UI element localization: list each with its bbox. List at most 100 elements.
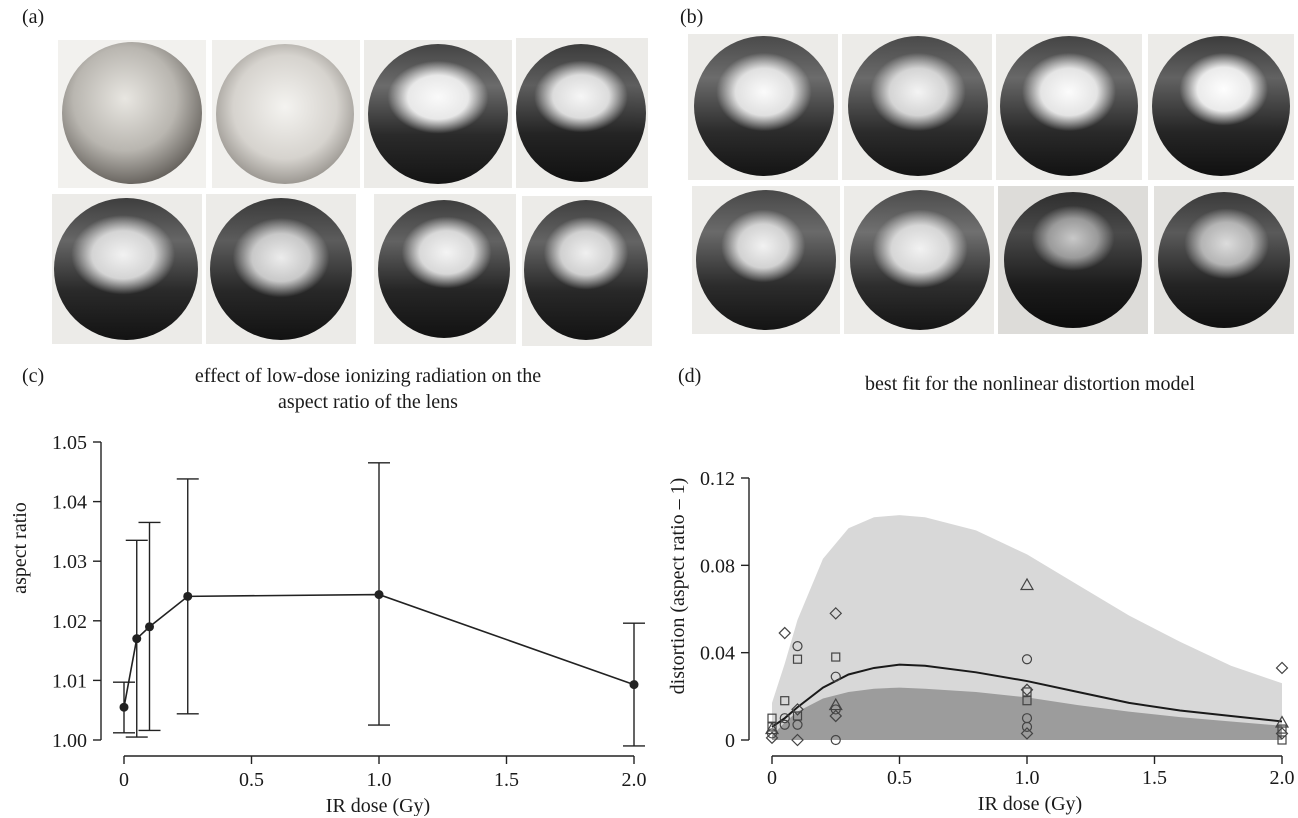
- lens-image: [696, 190, 836, 330]
- lens-photo: [522, 196, 652, 346]
- lens-image: [216, 44, 354, 184]
- lens-image: [1158, 192, 1290, 328]
- x-tick-label: 0: [767, 767, 777, 789]
- lens-image: [1004, 192, 1142, 328]
- diamond-point: [1275, 727, 1289, 740]
- square-point: [831, 652, 841, 662]
- x-tick-label: 2.0: [1270, 767, 1295, 789]
- y-tick-labels: 0 0.04 0.08 0.12: [700, 468, 735, 752]
- y-tick-label: 1.05: [52, 432, 87, 454]
- circle-point: [779, 719, 790, 730]
- y-tick-label: 1.03: [52, 551, 87, 573]
- lens-image: [378, 200, 510, 338]
- lens-photo: [52, 194, 202, 344]
- lens-image: [1152, 36, 1290, 176]
- y-tick-labels: 1.00 1.01 1.02 1.03 1.04 1.05: [52, 432, 87, 752]
- diamond-point: [1020, 727, 1034, 740]
- data-point: [132, 634, 142, 644]
- lens-image: [62, 42, 202, 184]
- y-tick-label: 0.08: [700, 555, 735, 577]
- diamond-point: [778, 626, 792, 640]
- circle-point: [830, 671, 841, 682]
- square-point: [780, 696, 790, 706]
- y-axis-label: distortion (aspect ratio – 1): [667, 478, 689, 695]
- circle-point: [1021, 721, 1033, 732]
- x-axis-label: IR dose (Gy): [978, 793, 1082, 815]
- diamond-point: [1275, 661, 1289, 675]
- x-tick-label: 0.5: [239, 769, 264, 791]
- lens-image: [694, 36, 834, 176]
- circle-point: [1021, 654, 1033, 665]
- circle-point: [792, 641, 803, 652]
- x-tick-label: 1.5: [1142, 767, 1167, 789]
- lens-photo: [996, 34, 1142, 180]
- diamond-point: [791, 703, 804, 716]
- data-point: [145, 622, 154, 632]
- square-point: [1277, 724, 1287, 734]
- fit-curve: [771, 663, 1283, 728]
- diamond-point: [829, 607, 843, 620]
- y-tick-label: 1.00: [52, 730, 87, 752]
- x-tick-label: 0.5: [887, 767, 912, 789]
- error-bars: [113, 462, 645, 747]
- lens-image: [848, 36, 988, 176]
- x-tick-labels: 0 0.5 1.0 1.5 2.0: [119, 769, 647, 791]
- lens-photo: [364, 40, 512, 188]
- confidence-bands: [772, 515, 1282, 740]
- panel-label-d: (d): [678, 365, 701, 387]
- y-tick-label: 0.04: [700, 643, 735, 665]
- data-point: [374, 590, 384, 600]
- lens-image: [850, 190, 990, 330]
- triangle-point: [1274, 715, 1290, 728]
- lens-photo: [998, 186, 1148, 334]
- lens-photo-grid-a: [0, 0, 652, 350]
- data-series: [119, 590, 639, 712]
- y-tick-label: 0: [725, 730, 735, 752]
- lens-photo: [1154, 186, 1294, 334]
- triangle-point: [828, 697, 843, 711]
- data-point: [183, 591, 193, 601]
- diamond-point: [765, 731, 779, 745]
- x-tick-label: 2.0: [622, 769, 647, 791]
- lens-image: [368, 44, 508, 184]
- circle-point: [779, 713, 790, 724]
- series-line: [123, 593, 635, 708]
- fit-line: [771, 663, 1283, 728]
- diamond-point: [791, 733, 804, 747]
- chart-title-line-2: aspect ratio of the lens: [278, 391, 458, 413]
- square-point: [792, 654, 803, 664]
- y-tick-label: 1.04: [52, 492, 87, 514]
- panel-label-c: (c): [22, 365, 44, 387]
- lens-photo: [516, 38, 648, 188]
- lens-image: [516, 44, 646, 182]
- lens-image: [1000, 36, 1138, 176]
- x-tick-label: 1.0: [1015, 767, 1040, 789]
- square-point: [1277, 735, 1287, 745]
- scatter-points: [764, 577, 1290, 747]
- x-tick-label: 1.5: [494, 769, 519, 791]
- lens-photo-grid-b: [0, 0, 1298, 350]
- x-axis-label: IR dose (Gy): [326, 795, 430, 816]
- panel-label-a: (a): [22, 6, 45, 28]
- triangle-point: [1019, 577, 1035, 591]
- square-point: [1022, 687, 1032, 697]
- aspect-ratio-chart: (c) effect of low-dose ionizing radiatio…: [9, 365, 647, 816]
- y-axis-label: aspect ratio: [9, 502, 31, 594]
- lens-photo: [844, 186, 994, 334]
- circle-point: [830, 734, 841, 746]
- y-tick-label: 0.12: [700, 468, 735, 490]
- circle-point: [830, 704, 841, 715]
- distortion-model-chart: (d) best fit for the nonlinear distortio…: [667, 365, 1295, 815]
- chart-axes: [741, 477, 1283, 764]
- lens-image: [210, 198, 352, 340]
- y-tick-label: 1.01: [52, 670, 87, 692]
- lens-photo: [58, 40, 206, 188]
- lens-photo: [206, 194, 356, 344]
- chart-axes: [93, 441, 635, 764]
- chart-title-line-1: effect of low-dose ionizing radiation on…: [195, 365, 541, 387]
- x-tick-label: 0: [119, 769, 129, 791]
- x-tick-labels: 0 0.5 1.0 1.5 2.0: [767, 767, 1295, 789]
- x-tick-label: 1.0: [367, 769, 392, 791]
- diamond-point: [829, 709, 843, 723]
- circle-point: [792, 719, 803, 730]
